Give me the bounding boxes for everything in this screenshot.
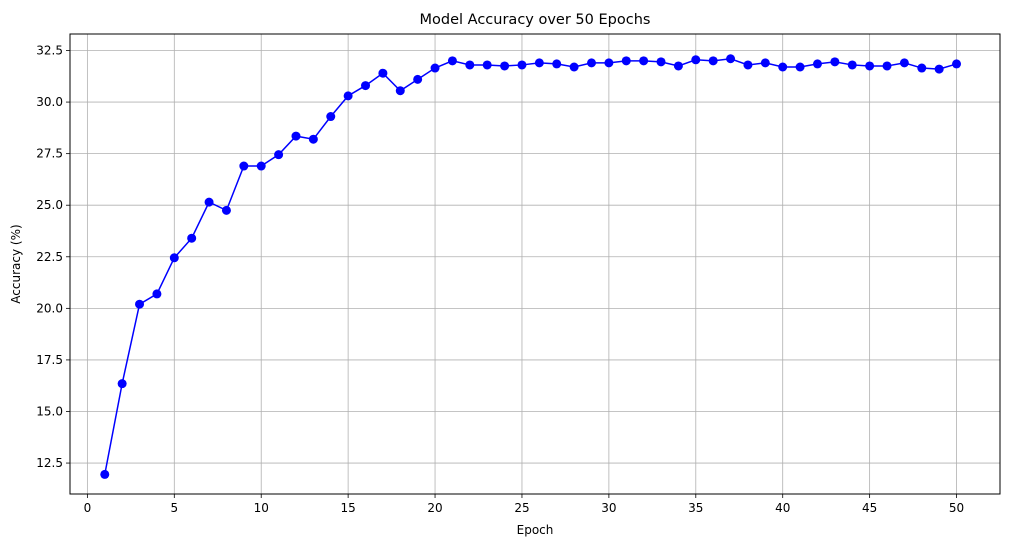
data-point — [326, 112, 336, 122]
y-tick-label: 32.5 — [36, 44, 63, 58]
data-point — [187, 233, 197, 243]
data-point — [726, 54, 736, 64]
data-point — [534, 58, 544, 68]
y-tick-label: 25.0 — [36, 198, 63, 212]
data-point — [760, 58, 770, 68]
x-tick-label: 5 — [170, 501, 178, 515]
y-tick-label: 17.5 — [36, 353, 63, 367]
data-point — [395, 86, 405, 96]
y-tick-label: 20.0 — [36, 301, 63, 315]
x-tick-label: 10 — [254, 501, 269, 515]
data-point — [361, 81, 371, 91]
data-point — [256, 161, 266, 171]
plot-frame — [69, 33, 1001, 495]
data-point — [343, 91, 353, 101]
x-tick-label: 15 — [340, 501, 355, 515]
grid — [70, 34, 1000, 494]
data-point — [778, 62, 788, 72]
x-tick-label: 20 — [427, 501, 442, 515]
data-point — [917, 63, 927, 73]
data-point — [656, 57, 666, 67]
x-axis-label: Epoch — [517, 523, 554, 537]
x-tick-label: 25 — [514, 501, 529, 515]
x-tick-label: 40 — [775, 501, 790, 515]
data-point — [100, 469, 110, 479]
data-point — [169, 253, 179, 263]
data-point — [673, 61, 683, 71]
y-tick-label: 12.5 — [36, 456, 63, 470]
data-point — [152, 289, 162, 299]
data-point — [465, 60, 475, 70]
data-point — [482, 60, 492, 70]
data-point — [934, 64, 944, 74]
y-tick-label: 22.5 — [36, 250, 63, 264]
data-point — [500, 61, 510, 71]
x-tick-label: 45 — [862, 501, 877, 515]
chart-title: Model Accuracy over 50 Epochs — [420, 12, 651, 28]
series-line — [104, 57, 957, 475]
data-point — [221, 205, 231, 215]
data-point — [204, 197, 214, 207]
data-point — [291, 131, 301, 141]
data-point — [639, 56, 649, 66]
data-point — [952, 59, 962, 69]
data-point — [430, 63, 440, 73]
data-point — [117, 379, 127, 389]
data-point — [812, 59, 822, 69]
data-point — [830, 57, 840, 67]
data-point — [378, 68, 388, 78]
data-point — [447, 56, 457, 66]
data-point — [743, 60, 753, 70]
y-tick-label: 30.0 — [36, 95, 63, 109]
x-tick-label: 0 — [84, 501, 92, 515]
data-point — [708, 56, 718, 66]
data-point — [604, 58, 614, 68]
data-point — [691, 55, 701, 65]
data-point — [308, 134, 318, 144]
y-tick-label: 15.0 — [36, 404, 63, 418]
data-point — [847, 60, 857, 70]
y-tick-label: 27.5 — [36, 147, 63, 161]
axis-ticks: 0 5 10 15 20 25 30 35 40 45 50 12.5 15.0 17.5 20.0 22.5… — [36, 44, 964, 515]
data-point — [274, 150, 284, 160]
data-point — [552, 59, 562, 69]
data-point — [587, 58, 596, 68]
data-point — [795, 62, 805, 72]
x-tick-label: 30 — [601, 501, 616, 515]
data-point — [517, 60, 527, 70]
data-point — [882, 61, 892, 71]
series — [100, 54, 962, 479]
y-axis-label: Accuracy (%) — [9, 224, 23, 303]
x-tick-label: 35 — [688, 501, 703, 515]
data-point — [413, 74, 423, 84]
data-point — [239, 161, 249, 171]
data-point — [135, 299, 145, 309]
data-point — [621, 56, 631, 66]
data-point — [569, 62, 579, 72]
x-tick-label: 50 — [949, 501, 964, 515]
data-point — [865, 61, 875, 71]
data-point — [899, 58, 909, 68]
